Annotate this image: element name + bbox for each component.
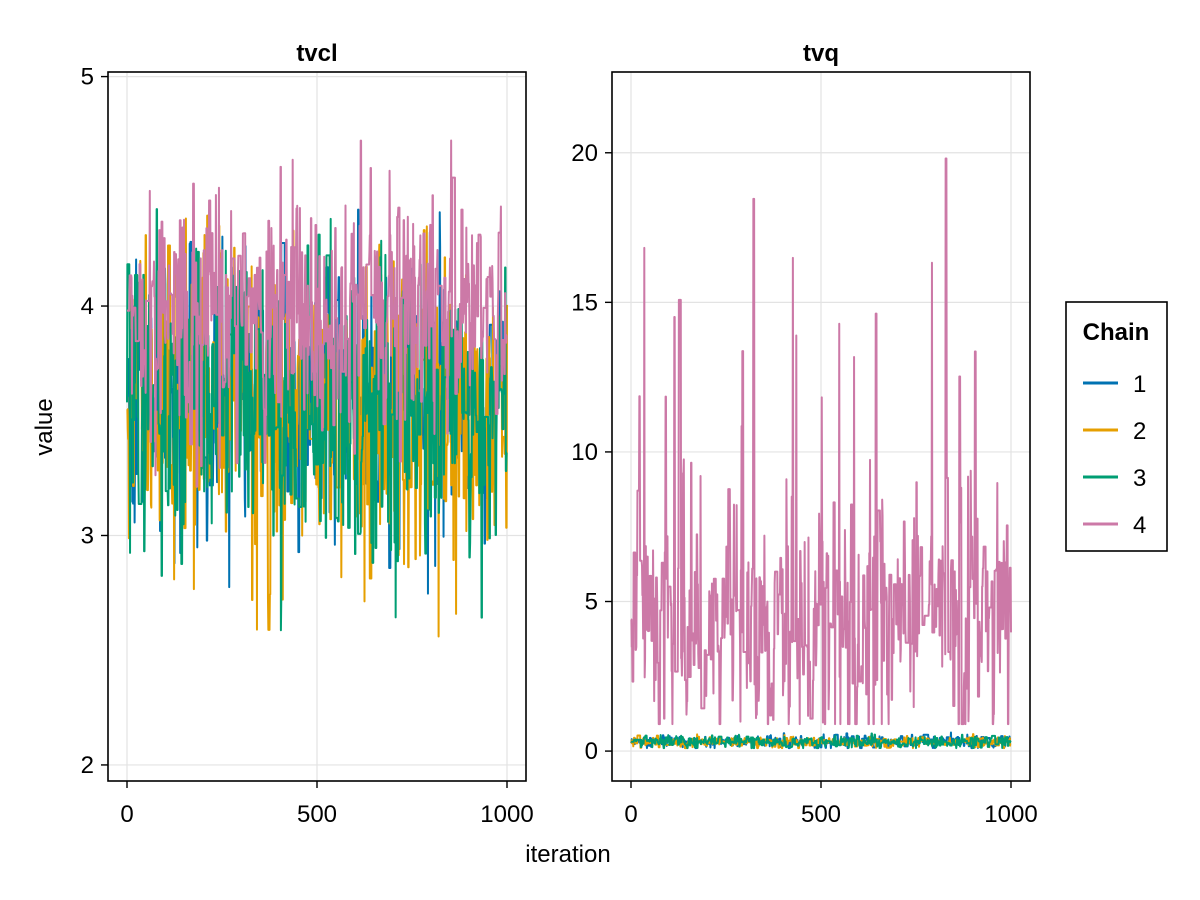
legend-label-chain-1: 1	[1133, 371, 1146, 398]
y-tick-label: 0	[585, 738, 598, 765]
y-tick-label: 5	[585, 589, 598, 616]
legend-label-chain-2: 2	[1133, 418, 1146, 445]
y-tick-label: 4	[81, 293, 94, 320]
ticks-tvq: 0 500 1000 0 5 10 15 20	[571, 140, 1037, 828]
y-tick-label: 3	[81, 522, 94, 549]
x-tick-label: 500	[297, 801, 337, 828]
legend-box	[1065, 301, 1168, 552]
series-line-chain-4	[126, 139, 508, 488]
series-group-tvq	[630, 157, 1012, 750]
x-axis-label: iteration	[525, 841, 610, 868]
legend-label-chain-3: 3	[1133, 465, 1146, 492]
x-tick-label: 1000	[984, 801, 1037, 828]
series-line-chain-3	[630, 732, 1012, 750]
y-axis-label: value	[31, 398, 58, 455]
legend: Chain 1 2 3 4	[1065, 301, 1168, 552]
y-tick-label: 15	[571, 289, 598, 316]
x-tick-label: 500	[801, 801, 841, 828]
panel-title-tvq: tvq	[803, 40, 839, 67]
x-tick-label: 0	[624, 801, 637, 828]
y-tick-label: 2	[81, 752, 94, 779]
chart-panel-tvq: 0 500 1000 0 5 10 15 20 tvq	[571, 40, 1037, 828]
legend-title: Chain	[1083, 319, 1150, 346]
ticks-tvcl: 0 500 1000 2 3 4 5	[81, 64, 534, 828]
y-tick-label: 10	[571, 439, 598, 466]
series-line-chain-4	[630, 157, 1012, 726]
legend-entries: 1 2 3 4	[1083, 371, 1146, 539]
y-tick-label: 20	[571, 140, 598, 167]
legend-label-chain-4: 4	[1133, 512, 1146, 539]
y-tick-label: 5	[81, 64, 94, 91]
x-tick-label: 1000	[480, 801, 533, 828]
x-tick-label: 0	[120, 801, 133, 828]
panel-title-tvcl: tvcl	[296, 40, 337, 67]
series-group-tvcl	[126, 139, 508, 638]
chart-panel-tvcl: 0 500 1000 2 3 4 5 tvcl	[81, 40, 534, 828]
